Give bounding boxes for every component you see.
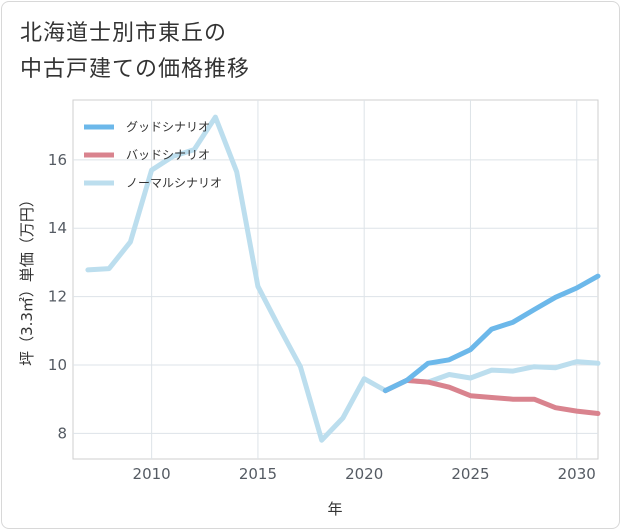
series-line-1 <box>382 273 601 394</box>
series-line-3 <box>85 114 601 443</box>
legend-label: バッドシナリオ <box>126 148 210 162</box>
y-tick-label: 8 <box>57 424 67 442</box>
chart-title-line-1: 北海道士別市東丘の <box>20 21 228 46</box>
legend-label: グッドシナリオ <box>126 120 210 134</box>
y-tick-label: 14 <box>48 219 67 237</box>
series-line-2 <box>382 377 601 416</box>
y-tick-label: 16 <box>48 151 67 169</box>
x-tick-label: 2015 <box>239 465 277 483</box>
y-axis-title: 坪（3.3㎡）単価（万円） <box>18 192 36 366</box>
x-tick-label: 2020 <box>345 465 383 483</box>
series-lines <box>85 114 601 443</box>
x-tick-label: 2030 <box>558 465 596 483</box>
legend-label: ノーマルシナリオ <box>126 176 222 190</box>
x-tick-labels: 2010 2015 2020 2025 2030 <box>133 465 596 483</box>
y-tick-label: 10 <box>48 356 67 374</box>
chart-title-line-2: 中古戸建ての価格推移 <box>20 57 251 82</box>
x-tick-label: 2025 <box>451 465 489 483</box>
grid-lines <box>73 100 598 459</box>
y-tick-label: 12 <box>48 288 67 306</box>
chart-title: 北海道士別市東丘の 中古戸建ての価格推移 <box>20 16 250 88</box>
x-tick-label: 2010 <box>133 465 171 483</box>
x-axis-title: 年 <box>327 500 342 518</box>
y-tick-labels: 8 10 12 14 16 <box>48 151 67 443</box>
